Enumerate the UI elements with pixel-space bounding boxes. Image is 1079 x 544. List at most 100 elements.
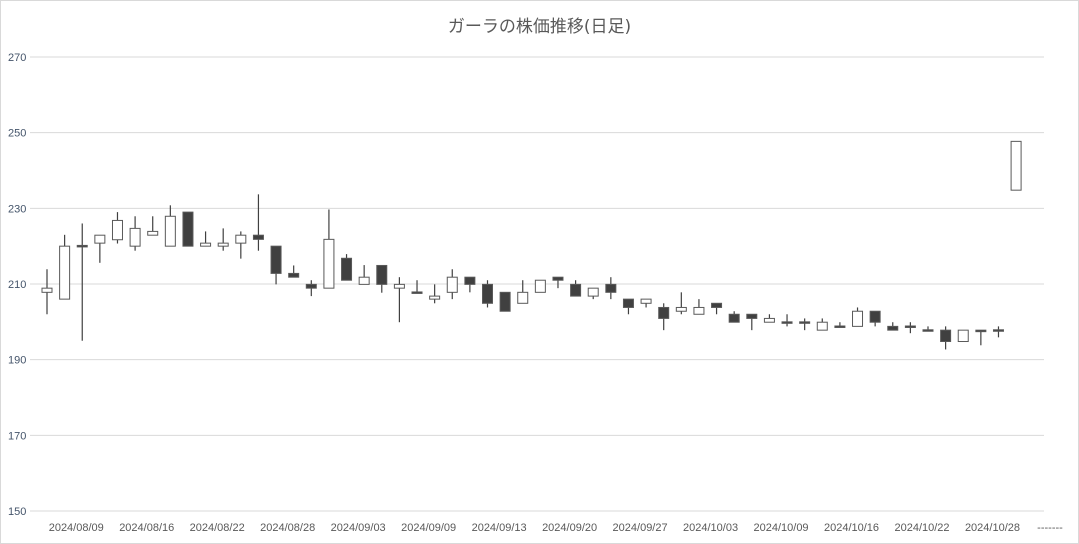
x-tick-label: 2024/10/16 [824, 522, 879, 534]
candle [816, 318, 828, 331]
candle-body [235, 234, 247, 244]
candle-body [975, 329, 987, 333]
x-tick-label: 2024/10/28 [965, 522, 1020, 534]
candle-body [693, 306, 705, 315]
candle-body [129, 227, 141, 247]
x-tick-label: 2024/10/22 [894, 522, 949, 534]
candle [658, 303, 670, 331]
candle-body [1010, 140, 1022, 191]
candle-body [658, 306, 670, 319]
chart-title: ガーラの株価推移(日足) [447, 17, 632, 37]
candle [852, 307, 864, 327]
x-tick-label: 2024/09/13 [472, 522, 527, 534]
candle [41, 269, 53, 315]
candle-body [429, 295, 441, 300]
candle-body [552, 276, 564, 281]
candle-body [411, 291, 423, 294]
candle [200, 231, 212, 247]
x-tick-label: 2024/10/03 [683, 522, 738, 534]
candle-body [341, 257, 353, 281]
candle [446, 269, 458, 300]
candle [957, 329, 969, 343]
candle [711, 302, 723, 315]
candle-body [164, 215, 176, 247]
candle [499, 291, 511, 312]
candle [622, 298, 634, 315]
candle [358, 265, 370, 285]
candle [76, 223, 88, 341]
candle [270, 245, 282, 285]
candle [763, 314, 775, 323]
candle [376, 264, 388, 293]
candle-body [869, 310, 881, 323]
candle [182, 211, 194, 247]
y-tick-label: 150 [8, 506, 26, 518]
candle [111, 212, 123, 244]
candle-body [200, 242, 212, 247]
candle [693, 299, 705, 315]
candle [288, 265, 300, 278]
candle-body [111, 219, 123, 241]
candle [904, 322, 916, 334]
candle [1010, 140, 1022, 191]
candle [605, 277, 617, 300]
candle [992, 326, 1004, 338]
candle [570, 280, 582, 297]
candle-body [147, 230, 159, 236]
y-tick-label: 230 [8, 203, 26, 215]
candle [464, 276, 476, 293]
candle [252, 194, 264, 251]
candle-body [464, 276, 476, 285]
candle-body [358, 276, 370, 285]
candle [305, 280, 317, 297]
candle [587, 287, 599, 300]
y-tick-label: 190 [8, 355, 26, 367]
candle [746, 313, 758, 331]
candle-body [59, 245, 71, 300]
candle [323, 209, 335, 289]
candle [534, 279, 546, 293]
candle-body [922, 329, 934, 332]
candle [429, 284, 441, 304]
candle [59, 234, 71, 300]
candle [922, 326, 934, 332]
candle-body [288, 272, 300, 278]
candle [975, 329, 987, 346]
candle-body [622, 298, 634, 308]
candle-body [94, 234, 106, 244]
x-tick-label: 2024/08/28 [260, 522, 315, 534]
x-tick-label: 2024/09/09 [401, 522, 456, 534]
candle-body [887, 325, 899, 331]
candle-body [270, 245, 282, 274]
candle-body [605, 283, 617, 293]
candle-body [992, 329, 1004, 332]
candle-body [640, 298, 652, 304]
candle-body [940, 329, 952, 343]
candle-body [182, 211, 194, 247]
candle [640, 298, 652, 308]
x-tick-label: 2024/08/22 [190, 522, 245, 534]
x-tick-label: 2024/09/27 [613, 522, 668, 534]
candle-body [41, 287, 53, 293]
candle [217, 228, 229, 251]
candle-body [305, 283, 317, 289]
x-tick-label: 2024/09/20 [542, 522, 597, 534]
candle [869, 310, 881, 327]
candle-body [852, 310, 864, 327]
candle-body [217, 242, 229, 247]
candle-body [746, 313, 758, 319]
candle-body [446, 276, 458, 293]
y-tick-label: 170 [8, 430, 26, 442]
candle [411, 280, 423, 294]
candle [552, 276, 564, 289]
candle [235, 231, 247, 259]
candle-body [393, 283, 405, 289]
x-tick-label: 2024/10/09 [754, 522, 809, 534]
candle-body [323, 238, 335, 289]
candle [147, 216, 159, 236]
candle-body [834, 325, 846, 328]
candle-body [376, 264, 388, 285]
candle-body [711, 302, 723, 308]
candle-body [763, 317, 775, 323]
candle-body [816, 321, 828, 331]
